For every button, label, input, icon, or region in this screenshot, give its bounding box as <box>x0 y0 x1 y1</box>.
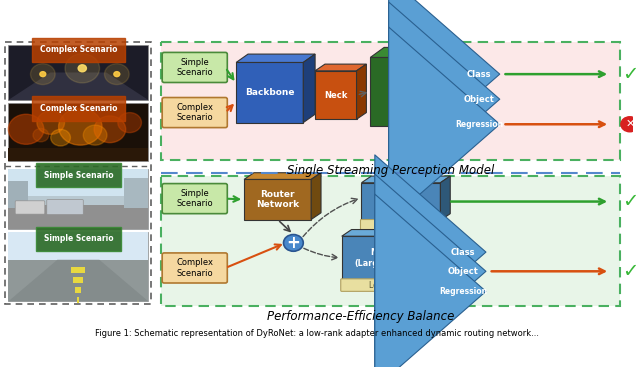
Text: Class: Class <box>467 70 491 79</box>
Text: Neck: Neck <box>324 91 348 99</box>
Text: Model
(Small-Fast): Model (Small-Fast) <box>374 192 428 211</box>
Polygon shape <box>8 149 148 161</box>
Text: ✕: ✕ <box>625 119 634 129</box>
Polygon shape <box>356 64 366 119</box>
Circle shape <box>65 54 100 83</box>
Polygon shape <box>311 173 321 219</box>
Polygon shape <box>440 176 451 220</box>
FancyBboxPatch shape <box>340 279 427 291</box>
Polygon shape <box>236 54 315 62</box>
Polygon shape <box>342 229 435 236</box>
Polygon shape <box>371 57 442 126</box>
Text: Complex Scenario: Complex Scenario <box>40 46 117 54</box>
Text: Simple
Scenario: Simple Scenario <box>177 189 213 208</box>
Text: Router
Network: Router Network <box>256 190 299 209</box>
Text: Backbone: Backbone <box>245 88 294 97</box>
Bar <box>161 176 620 306</box>
Bar <box>5 43 151 304</box>
Polygon shape <box>426 229 435 280</box>
Text: +: + <box>287 234 300 252</box>
Circle shape <box>104 64 129 84</box>
Text: Performance-Efficiency Balance: Performance-Efficiency Balance <box>268 310 454 323</box>
Polygon shape <box>77 297 79 304</box>
Bar <box>124 178 148 208</box>
Circle shape <box>118 113 141 132</box>
Circle shape <box>284 235 303 251</box>
Polygon shape <box>8 72 148 100</box>
Circle shape <box>37 111 65 134</box>
Polygon shape <box>244 179 311 219</box>
Text: Regression: Regression <box>439 287 487 296</box>
Polygon shape <box>315 71 356 119</box>
Bar <box>8 45 148 100</box>
Circle shape <box>94 116 125 143</box>
Text: LoRA W: LoRA W <box>369 281 398 290</box>
Polygon shape <box>371 47 455 57</box>
Circle shape <box>31 64 55 84</box>
FancyBboxPatch shape <box>360 219 442 232</box>
Polygon shape <box>74 277 83 283</box>
Polygon shape <box>303 54 315 123</box>
Polygon shape <box>315 64 366 71</box>
FancyBboxPatch shape <box>162 52 227 83</box>
Text: Complex Scenario: Complex Scenario <box>40 104 117 113</box>
Bar <box>8 205 148 229</box>
Polygon shape <box>244 173 321 179</box>
FancyBboxPatch shape <box>47 200 83 215</box>
Polygon shape <box>362 183 440 220</box>
Text: ✓: ✓ <box>621 262 638 281</box>
Bar <box>8 102 148 161</box>
Text: Simple Scenario: Simple Scenario <box>44 234 113 243</box>
Polygon shape <box>8 260 148 301</box>
FancyBboxPatch shape <box>162 98 227 128</box>
Text: Class: Class <box>451 248 476 257</box>
Circle shape <box>51 129 70 146</box>
Circle shape <box>59 108 102 145</box>
Text: Head: Head <box>390 87 422 97</box>
Polygon shape <box>236 62 303 123</box>
Bar <box>8 181 28 208</box>
Circle shape <box>83 125 107 145</box>
Text: ✓: ✓ <box>621 65 638 84</box>
Polygon shape <box>362 176 451 183</box>
Text: Complex
Scenario: Complex Scenario <box>176 258 213 278</box>
Polygon shape <box>71 267 85 273</box>
Text: Object: Object <box>463 95 494 104</box>
Text: LoRA W: LoRA W <box>387 221 415 230</box>
FancyBboxPatch shape <box>162 184 227 214</box>
Text: ✓: ✓ <box>621 192 638 211</box>
Bar <box>8 168 148 196</box>
Polygon shape <box>442 47 455 126</box>
Text: Figure 1: Schematic representation of DyRoNet: a low-rank adapter enhanced dynam: Figure 1: Schematic representation of Dy… <box>95 330 539 338</box>
Circle shape <box>78 65 86 72</box>
Text: Object: Object <box>447 267 479 276</box>
Bar <box>161 43 620 160</box>
Text: Model
(Large-Slow): Model (Large-Slow) <box>355 248 413 268</box>
Bar <box>8 232 148 301</box>
Bar <box>8 260 148 301</box>
Text: Simple
Scenario: Simple Scenario <box>177 58 213 77</box>
Text: Simple Scenario: Simple Scenario <box>44 171 113 180</box>
Circle shape <box>8 114 44 144</box>
Bar <box>8 168 148 229</box>
Circle shape <box>33 128 49 142</box>
Text: Regression: Regression <box>455 120 503 129</box>
FancyBboxPatch shape <box>162 253 227 283</box>
Circle shape <box>40 72 46 77</box>
Circle shape <box>621 117 639 132</box>
Polygon shape <box>342 236 426 280</box>
Text: Complex
Scenario: Complex Scenario <box>176 103 213 122</box>
Bar <box>8 232 148 260</box>
FancyBboxPatch shape <box>15 201 45 214</box>
Circle shape <box>114 72 120 77</box>
Polygon shape <box>76 287 81 294</box>
Text: Single Streaming Perception Model: Single Streaming Perception Model <box>287 164 494 177</box>
